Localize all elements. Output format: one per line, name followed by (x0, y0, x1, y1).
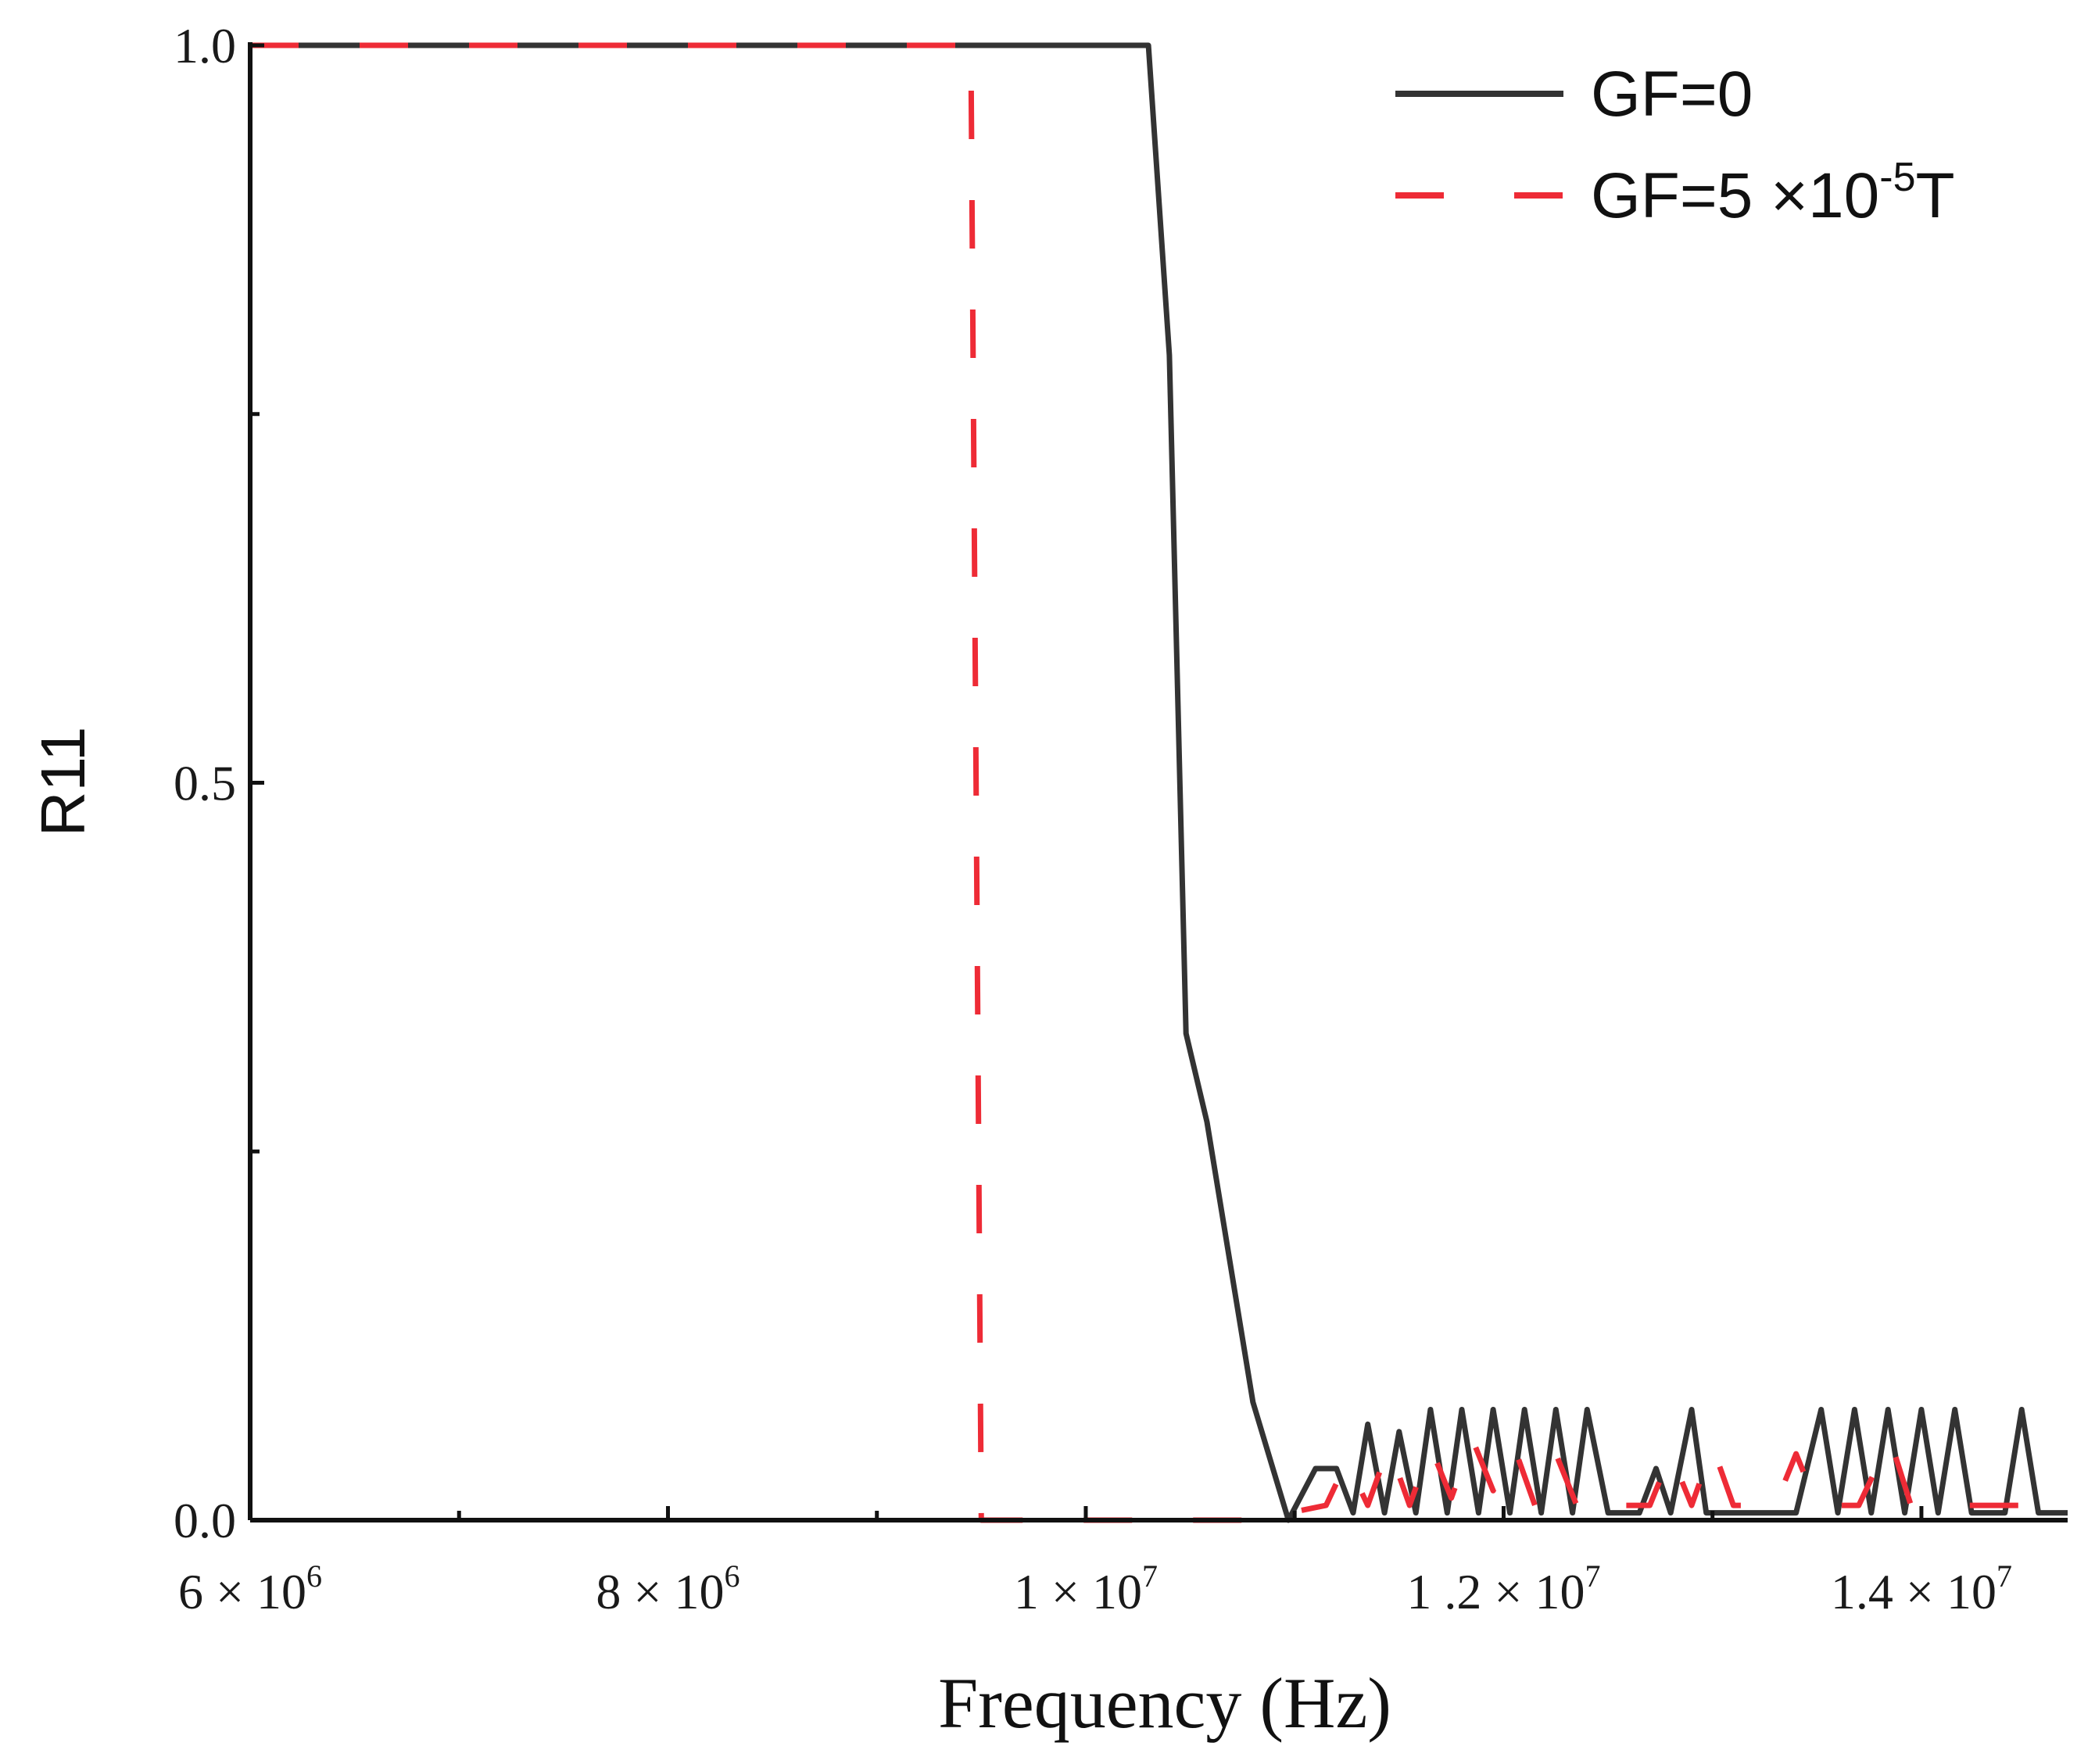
x-tick-label-3: 1 × 107 (1014, 1558, 1158, 1619)
y-tick-label-2: 0.5 (174, 756, 236, 811)
y-tick-label-3: 1.0 (174, 18, 236, 73)
x-tick-label-2: 8 × 106 (596, 1558, 740, 1619)
y-axis-title: R11 (28, 727, 98, 837)
x-axis-title: Frequency (Hz) (938, 1663, 1391, 1743)
series-line-1 (250, 42, 2068, 1523)
series-line-2 (250, 42, 2068, 1523)
legend: GF=0 GF=5 ×10-5T (1395, 59, 1955, 231)
legend-label-2: GF=5 ×10-5T (1591, 155, 1955, 231)
y-tick-label-1: 0.0 (174, 1493, 236, 1548)
x-tick-label-5: 1.4 × 107 (1831, 1558, 2012, 1619)
axes: 6 × 106 8 × 106 1 × 107 1 .2 × 107 1.4 × 107… (174, 18, 2068, 1619)
x-tick-label-1: 6 × 106 (178, 1558, 322, 1619)
legend-label-1: GF=0 (1591, 59, 1753, 130)
x-tick-label-4: 1 .2 × 107 (1406, 1558, 1600, 1619)
plot-area (250, 42, 2068, 1523)
